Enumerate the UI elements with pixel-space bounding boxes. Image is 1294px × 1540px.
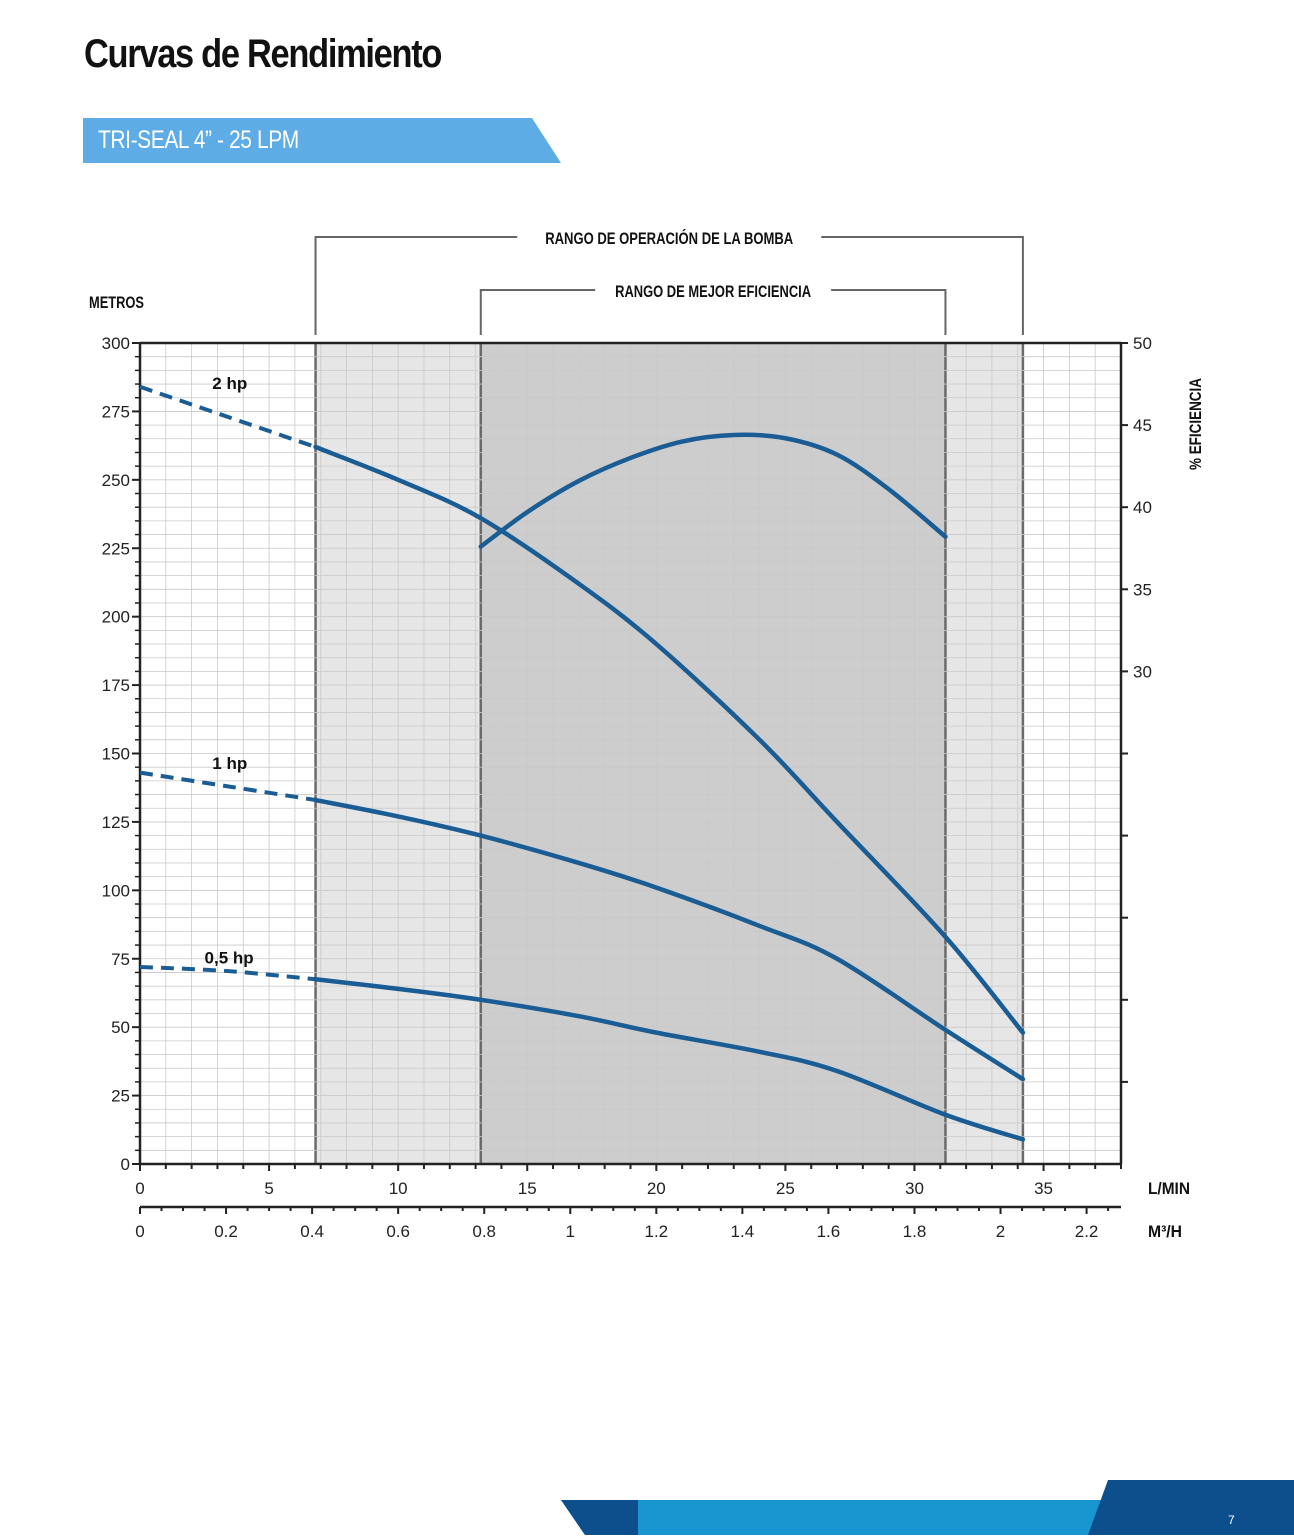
footer-block-dark: [1088, 1480, 1294, 1535]
x-lpm-tick-label: 15: [518, 1179, 537, 1198]
chart-curves: [139, 384, 1026, 1142]
performance-chart: 0255075100125150175200225250275300METROS…: [89, 229, 1205, 1241]
left-axis-tick-label: 300: [102, 334, 130, 353]
subtitle-banner: TRI-SEAL 4” - 25 LPM: [83, 118, 561, 163]
right-axis-tick-label: 35: [1133, 580, 1152, 599]
footer-stripe-dark-left: [561, 1500, 638, 1535]
chart-axes: 0255075100125150175200225250275300METROS…: [89, 293, 1205, 1241]
curve-dashed-2-hp: [139, 384, 317, 449]
footer-graphic: [561, 1480, 1294, 1535]
x-m3h-tick-label: 1.2: [644, 1222, 668, 1241]
x-lpm-tick-label: 30: [905, 1179, 924, 1198]
x-lpm-tick-label: 5: [264, 1179, 273, 1198]
x-m3h-tick-label: 2: [996, 1222, 1005, 1241]
x-m3h-tick-label: 1: [566, 1222, 575, 1241]
x-lpm-tick-label: 0: [135, 1179, 144, 1198]
left-axis-tick-label: 125: [102, 813, 130, 832]
left-axis-tick-label: 0: [121, 1155, 130, 1174]
left-axis-tick-label: 25: [111, 1087, 130, 1106]
curve-dashed-0-5-hp: [139, 964, 316, 982]
x-m3h-tick-label: 0: [135, 1222, 144, 1241]
page-title: Curvas de Rendimiento: [84, 32, 442, 76]
chart-labels: RANGO DE OPERACIÓN DE LA BOMBA RANGO DE M…: [205, 229, 1024, 967]
right-axis-tick-label: 40: [1133, 498, 1152, 517]
subtitle-text: TRI-SEAL 4” - 25 LPM: [98, 126, 299, 154]
right-axis-tick-label: 30: [1133, 662, 1152, 681]
subtitle-banner-shape: [83, 118, 561, 163]
x-m3h-tick-label: 0.6: [386, 1222, 410, 1241]
footer-bar: [0, 1480, 1294, 1535]
curve-1-hp: [313, 797, 1026, 1082]
right-axis-title: % EFICIENCIA: [1186, 378, 1205, 470]
best-efficiency-bracket: [479, 289, 947, 335]
operating-range-bracket: [314, 236, 1024, 335]
right-axis-tick-label: 45: [1133, 416, 1152, 435]
left-axis-tick-label: 250: [102, 471, 130, 490]
series-label: 0,5 hp: [205, 948, 254, 967]
left-axis-tick-label: 175: [102, 676, 130, 695]
left-axis-tick-label: 200: [102, 608, 130, 627]
left-axis-tick-label: 50: [111, 1018, 130, 1037]
x-m3h-tick-label: 0.4: [300, 1222, 324, 1241]
x-m3h-tick-label: 1.4: [731, 1222, 755, 1241]
series-label: 2 hp: [212, 374, 247, 393]
x-m3h-tick-label: 0.8: [472, 1222, 496, 1241]
series-label: 1 hp: [212, 754, 247, 773]
left-axis-tick-label: 150: [102, 745, 130, 764]
left-axis-tick-label: 225: [102, 539, 130, 558]
x-m3h-tick-label: 0.2: [214, 1222, 238, 1241]
x-m3h-tick-label: 2.2: [1075, 1222, 1099, 1241]
curve-dashed-1-hp: [139, 770, 316, 802]
x-lpm-title: L/MIN: [1148, 1179, 1190, 1198]
left-axis-tick-label: 275: [102, 402, 130, 421]
x-lpm-tick-label: 10: [389, 1179, 408, 1198]
curve--eficiencia: [478, 432, 948, 549]
x-lpm-tick-label: 25: [776, 1179, 795, 1198]
x-m3h-title: M³/H: [1148, 1222, 1182, 1241]
left-axis-tick-label: 100: [102, 881, 130, 900]
x-lpm-tick-label: 35: [1034, 1179, 1053, 1198]
page-number: 7: [1228, 1513, 1235, 1527]
curve-2-hp: [313, 444, 1026, 1035]
chart-grid: [139, 342, 1122, 1165]
right-axis-tick-label: 50: [1133, 334, 1152, 353]
x-m3h-tick-label: 1.6: [817, 1222, 841, 1241]
x-m3h-tick-label: 1.8: [903, 1222, 927, 1241]
left-axis-title: METROS: [89, 293, 144, 312]
left-axis-tick-label: 75: [111, 950, 130, 969]
curve-0-5-hp: [313, 977, 1026, 1142]
footer-stripe-light: [561, 1500, 1108, 1535]
operating-range-label: RANGO DE OPERACIÓN DE LA BOMBA: [545, 229, 793, 248]
x-lpm-tick-label: 20: [647, 1179, 666, 1198]
best-efficiency-label: RANGO DE MEJOR EFICIENCIA: [615, 282, 811, 301]
